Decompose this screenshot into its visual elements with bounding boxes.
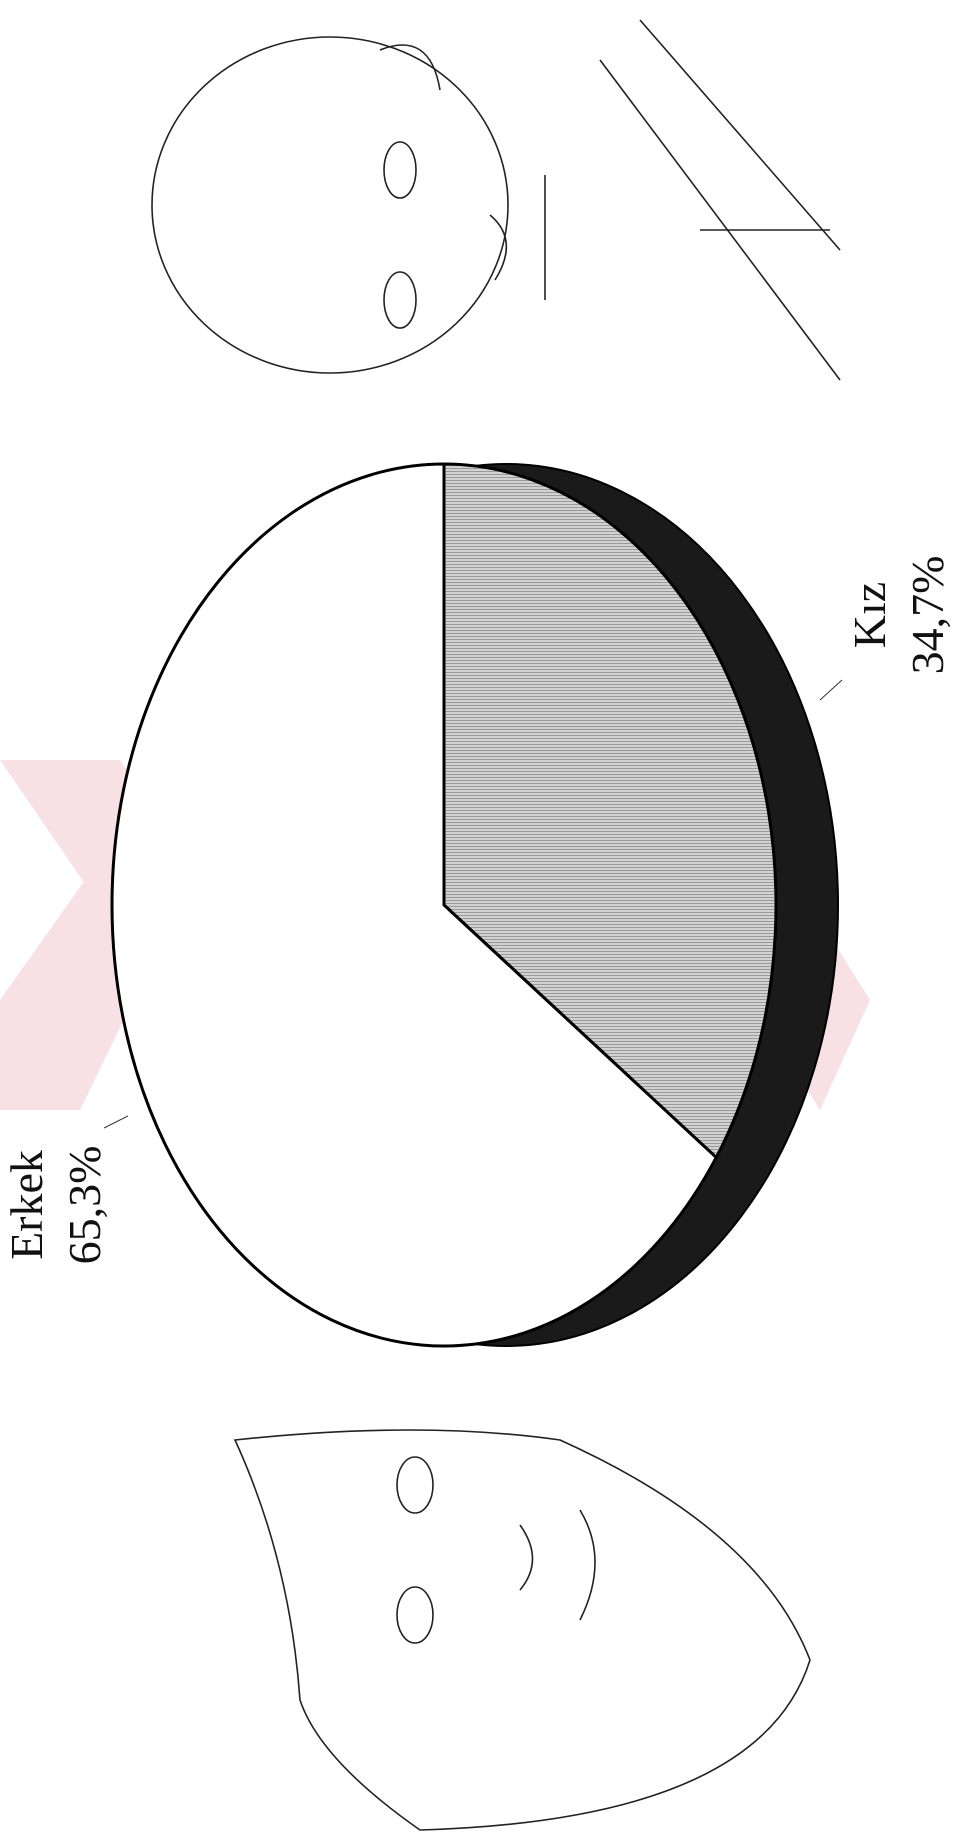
pie-slice (110, 462, 719, 1348)
man-sketch (151, 19, 841, 381)
leader-line (819, 679, 843, 701)
pie (110, 462, 839, 1348)
slice-label: Erkek (1, 1150, 52, 1260)
slice-value-label: 34,7% (902, 556, 953, 675)
slice-value-label: 65,3% (59, 1146, 110, 1265)
woman-sketch (233, 1429, 811, 1831)
pie-slice (442, 462, 778, 1160)
leader-line (103, 1115, 129, 1129)
slice-label: Kız (844, 582, 895, 648)
